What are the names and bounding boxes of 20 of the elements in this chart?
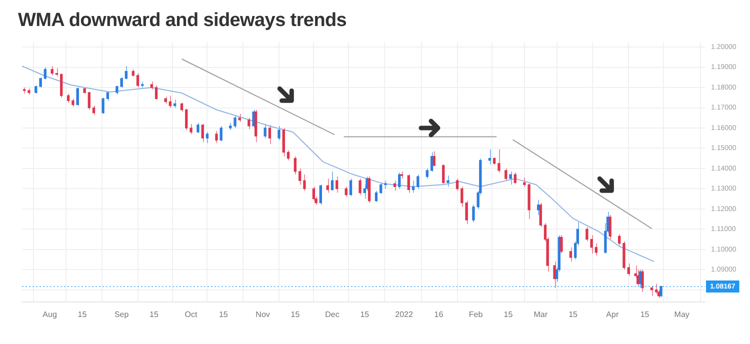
chart-title: WMA downward and sideways trends [18,10,347,32]
x-tick-label: 15 [150,310,159,320]
x-tick-label: 15 [640,310,650,320]
x-tick-label: Sep [114,310,130,320]
x-tick-label: 15 [290,310,300,320]
x-tick-label: Apr [606,310,619,320]
x-tick-label: Nov [256,310,270,320]
x-tick-label: May [674,310,690,320]
x-tick-label: 15 [78,310,88,320]
x-tick-label: Aug [42,310,57,320]
x-tick-label: 16 [434,310,444,320]
x-tick-label: Mar [534,310,548,320]
x-tick-label: 15 [504,310,514,320]
x-tick-label: Feb [468,310,484,320]
x-tick-label: Oct [184,310,198,320]
x-tick-label: Dec [325,310,340,320]
x-tick-label: 15 [360,310,370,320]
x-tick-label: 15 [568,310,578,320]
x-tick-label: 15 [218,310,228,320]
x-tick-label: 2022 [395,310,414,320]
